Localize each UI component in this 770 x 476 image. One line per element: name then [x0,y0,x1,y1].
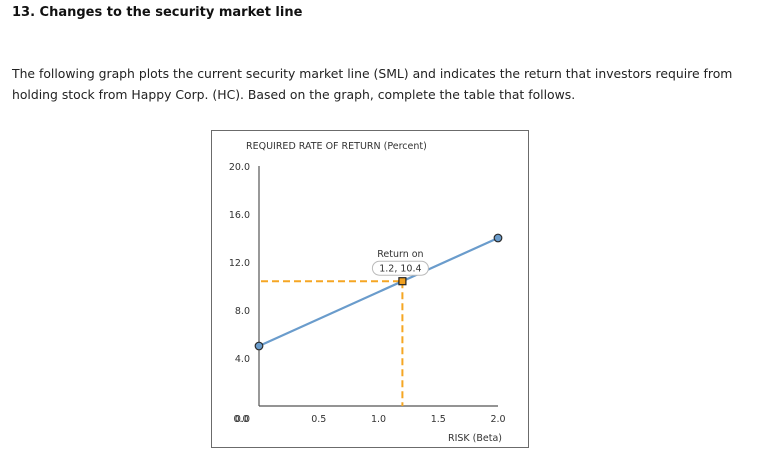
hc-guide-lines [261,280,404,406]
sml-series [254,233,503,351]
y-tick-label: 8.0 [235,306,250,317]
x-tick-label: 2.0 [490,414,505,425]
chart-canvas: REQUIRED RATE OF RETURN (Percent) 20.0 16… [229,141,506,444]
x-tick-label: 0.5 [311,414,326,425]
return-on-hc-annotation[interactable]: Return on 1.2, 10.4 [371,249,429,286]
x-tick-label: 1.0 [371,414,386,425]
hc-point-marker[interactable] [398,277,407,286]
sml-endpoint-handle[interactable] [493,233,503,243]
y-axis-ticks: 20.0 16.0 12.0 8.0 4.0 0.0 [229,162,250,425]
y-tick-label: 20.0 [229,162,250,173]
sml-graph: REQUIRED RATE OF RETURN (Percent) 20.0 16… [211,130,529,448]
sml-endpoint-handle[interactable] [254,341,264,351]
hc-coordinates-tooltip: 1.2, 10.4 [379,264,421,275]
y-tick-label: 4.0 [235,354,250,365]
y-axis-title: REQUIRED RATE OF RETURN (Percent) [246,141,427,152]
y-tick-label: 12.0 [229,258,250,269]
x-axis-ticks: 0.0 0.5 1.0 1.5 2.0 [233,414,505,425]
x-axis-title: RISK (Beta) [448,433,502,444]
x-tick-label: 1.5 [431,414,446,425]
question-intro: The following graph plots the current se… [12,66,733,102]
y-tick-label: 16.0 [229,210,250,221]
hc-label: Return on [377,249,423,260]
axes [258,166,498,407]
y-tick-label: 0.0 [235,414,250,425]
question-heading: 13. Changes to the security market line [12,5,303,20]
x-tick-label: 0.0 [233,414,248,425]
